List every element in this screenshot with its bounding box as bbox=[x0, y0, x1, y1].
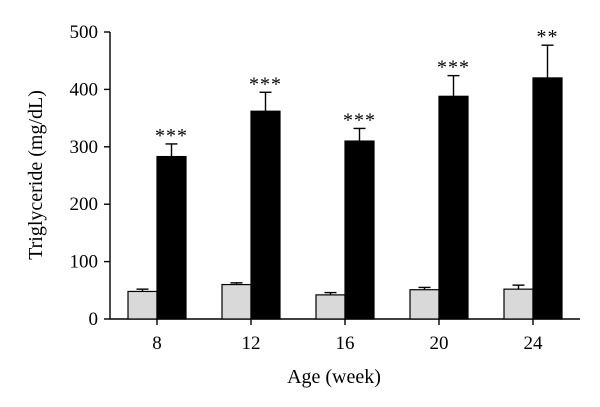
x-tick-label: 12 bbox=[242, 333, 261, 354]
significance-label: *** bbox=[437, 57, 470, 79]
y-tick-label: 300 bbox=[70, 137, 99, 158]
significance-label: ** bbox=[537, 26, 559, 48]
error-bars bbox=[136, 44, 554, 295]
y-tick-label: 500 bbox=[70, 22, 99, 43]
bar-control bbox=[221, 283, 252, 320]
y-tick-label: 200 bbox=[70, 194, 99, 215]
y-tick-label: 100 bbox=[70, 252, 99, 273]
x-ticks: 8 12 16 20 24 bbox=[152, 319, 543, 354]
x-axis-title: Age (week) bbox=[287, 366, 381, 388]
significance-label: *** bbox=[343, 109, 376, 131]
y-tick-label: 0 bbox=[89, 309, 99, 330]
bar-treatment bbox=[438, 95, 469, 320]
y-axis: 0 100 200 300 400 500 Triglyceride (mg/dL) bbox=[25, 22, 111, 330]
significance-labels: ************** bbox=[155, 26, 559, 147]
x-tick-label: 24 bbox=[524, 333, 544, 354]
significance-label: *** bbox=[155, 125, 188, 147]
bar-treatment bbox=[344, 140, 375, 320]
x-tick-label: 8 bbox=[152, 333, 162, 354]
x-axis: 8 12 16 20 24 Age (week) bbox=[110, 318, 580, 388]
y-ticks: 0 100 200 300 400 500 bbox=[70, 22, 110, 330]
bar-treatment bbox=[532, 77, 563, 320]
bar-control bbox=[503, 288, 534, 320]
bar-control bbox=[127, 290, 158, 320]
significance-label: *** bbox=[249, 73, 282, 95]
y-axis-title: Triglyceride (mg/dL) bbox=[25, 90, 47, 260]
bar-control bbox=[409, 289, 440, 320]
bars bbox=[127, 77, 563, 320]
bar-control bbox=[315, 294, 346, 320]
x-tick-label: 20 bbox=[430, 333, 449, 354]
y-tick-label: 400 bbox=[70, 79, 99, 100]
bar-treatment bbox=[250, 110, 281, 320]
bar-treatment bbox=[156, 155, 187, 320]
x-tick-label: 16 bbox=[336, 333, 355, 354]
